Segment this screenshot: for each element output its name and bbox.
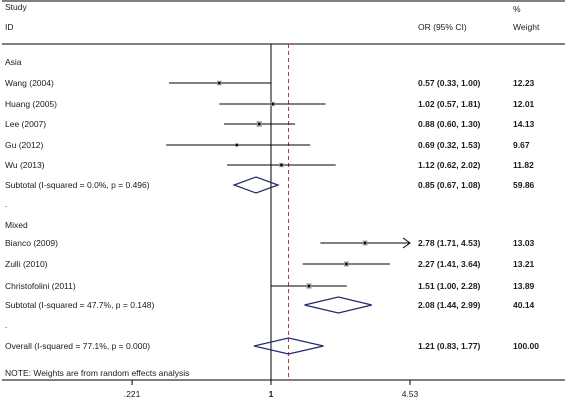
x-axis: .221 1 4.53 xyxy=(124,379,419,399)
header-study: Study xyxy=(5,2,27,12)
ci-text-0-1: 1.02 (0.57, 1.81) xyxy=(418,99,481,109)
subtotal-diamond-0 xyxy=(232,176,280,194)
overall-diamond xyxy=(253,337,324,355)
weight-text-1-1: 13.21 xyxy=(513,259,535,269)
subtotal-label-0: Subtotal (I-squared = 0.0%, p = 0.496) xyxy=(5,180,150,190)
study-label-1-1: Zulli (2010) xyxy=(5,259,48,269)
study-label-0-3: Gu (2012) xyxy=(5,140,43,150)
weight-text-0-2: 14.13 xyxy=(513,119,535,129)
subtotal-weight-text-0: 59.86 xyxy=(513,180,535,190)
study-label-0-1: Huang (2005) xyxy=(5,99,57,109)
study-label-0-2: Lee (2007) xyxy=(5,119,46,129)
weight-text-0-3: 9.67 xyxy=(513,140,530,150)
weight-text-0-1: 12.01 xyxy=(513,99,535,109)
forest-rows: Wang (2004) 0.57 (0.33, 1.00) 12.23 Huang (… xyxy=(5,78,539,355)
weight-text-1-2: 13.89 xyxy=(513,281,535,291)
overall-weight-text: 100.00 xyxy=(513,341,539,351)
ci-text-0-3: 0.69 (0.32, 1.53) xyxy=(418,140,481,150)
ci-text-0-0: 0.57 (0.33, 1.00) xyxy=(418,78,481,88)
point-estimate-0-1 xyxy=(271,102,275,106)
subtotal-weight-text-1: 40.14 xyxy=(513,300,535,310)
separator-dot-1: . xyxy=(5,199,7,209)
subtotal-label-1: Subtotal (I-squared = 47.7%, p = 0.148) xyxy=(5,300,154,310)
group-label-mixed: Mixed xyxy=(5,220,28,230)
ci-arrow-1-0 xyxy=(402,237,411,249)
subtotal-diamond-1 xyxy=(304,296,372,314)
separator-dot-2: . xyxy=(5,320,7,330)
study-label-0-0: Wang (2004) xyxy=(5,78,54,88)
footnote: NOTE: Weights are from random effects an… xyxy=(5,368,189,378)
point-estimate-1-2 xyxy=(307,284,311,288)
weight-text-0-4: 11.82 xyxy=(513,160,534,170)
point-estimate-0-4 xyxy=(280,163,283,167)
header-pct: % xyxy=(513,4,521,14)
point-estimate-0-0 xyxy=(217,81,221,85)
overall-ci-text: 1.21 (0.83, 1.77) xyxy=(418,341,481,351)
ci-text-1-0: 2.78 (1.71, 4.53) xyxy=(418,238,481,248)
header-id: ID xyxy=(5,22,14,32)
point-estimate-1-0 xyxy=(363,241,367,245)
x-tick-label-2: 4.53 xyxy=(402,389,419,399)
header-weight: Weight xyxy=(513,22,540,32)
point-estimate-1-1 xyxy=(345,262,348,266)
ci-text-1-1: 2.27 (1.41, 3.64) xyxy=(418,259,481,269)
ci-text-0-4: 1.12 (0.62, 2.02) xyxy=(418,160,481,170)
x-tick-label-1: 1 xyxy=(269,389,274,399)
study-label-1-2: Christofolini (2011) xyxy=(5,281,76,291)
x-tick-label-0: .221 xyxy=(124,389,141,399)
study-label-0-4: Wu (2013) xyxy=(5,160,45,170)
header-effect: OR (95% CI) xyxy=(418,22,467,32)
overall-label: Overall (I-squared = 77.1%, p = 0.000) xyxy=(5,341,150,351)
study-label-1-0: Bianco (2009) xyxy=(5,238,58,248)
subtotal-ci-text-0: 0.85 (0.67, 1.08) xyxy=(418,180,481,190)
weight-text-0-0: 12.23 xyxy=(513,78,535,88)
point-estimate-0-2 xyxy=(257,122,261,126)
group-label-asia: Asia xyxy=(5,57,22,67)
point-estimate-0-3 xyxy=(235,143,239,147)
weight-text-1-0: 13.03 xyxy=(513,238,535,248)
subtotal-ci-text-1: 2.08 (1.44, 2.99) xyxy=(418,300,481,310)
ci-text-0-2: 0.88 (0.60, 1.30) xyxy=(418,119,481,129)
ci-text-1-2: 1.51 (1.00, 2.28) xyxy=(418,281,481,291)
